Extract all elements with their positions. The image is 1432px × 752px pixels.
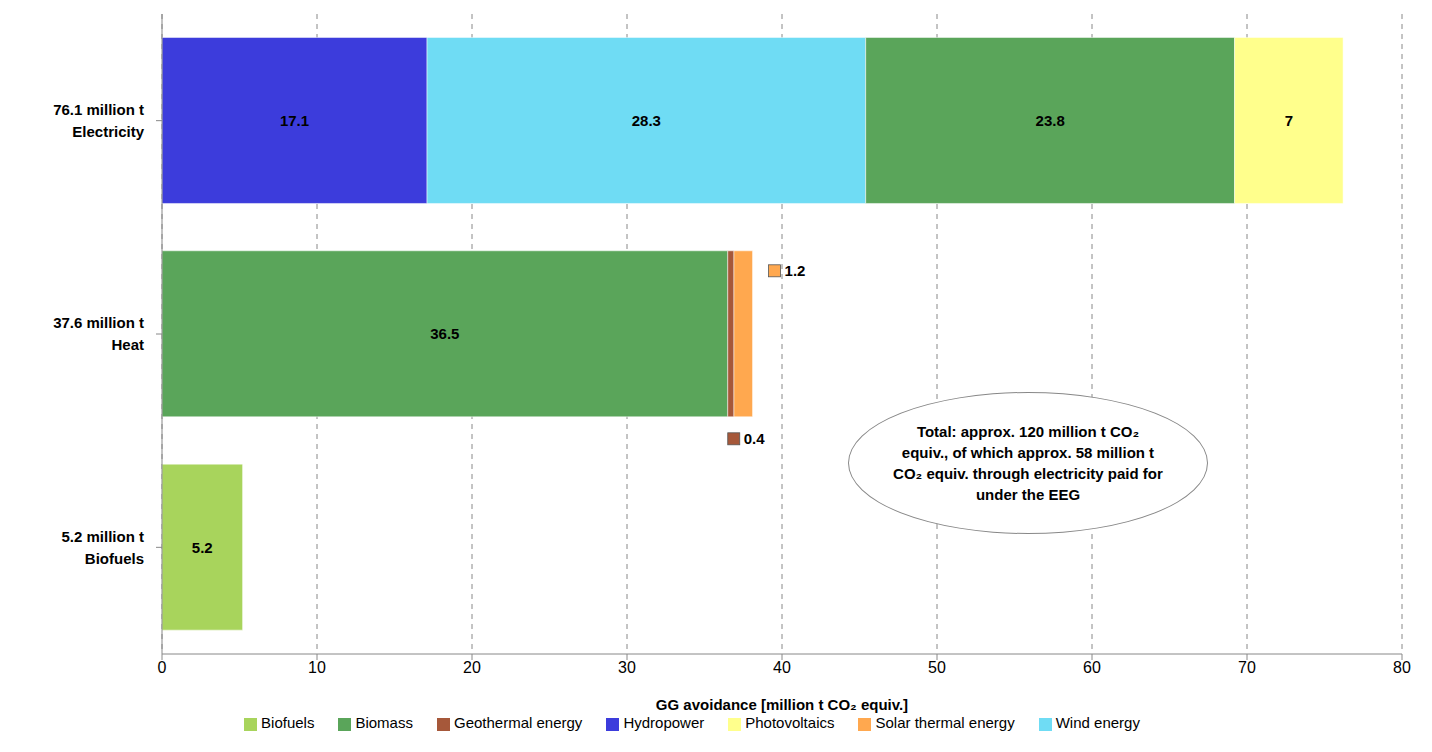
svg-text:28.3: 28.3	[632, 112, 661, 129]
svg-text:30: 30	[618, 659, 636, 676]
svg-text:10: 10	[308, 659, 326, 676]
svg-text:0.4: 0.4	[744, 430, 766, 447]
svg-text:5.2 million tBiofuels: 5.2 million tBiofuels	[61, 528, 144, 567]
svg-text:36.5: 36.5	[430, 325, 459, 342]
svg-text:50: 50	[928, 659, 946, 676]
svg-text:7: 7	[1285, 112, 1293, 129]
html-text:Geothermal energy: Geothermal energy	[454, 714, 583, 731]
html-text:Total: approx. 120 million t C: Total: approx. 120 million t CO₂ equiv.,…	[893, 423, 1163, 503]
svg-text:20: 20	[463, 659, 481, 676]
svg-text:GG avoidance [million t CO₂ eq: GG avoidance [million t CO₂ equiv.]	[656, 696, 908, 713]
html-text:Biomass: Biomass	[355, 714, 413, 731]
svg-text:37.6 million tHeat: 37.6 million tHeat	[53, 314, 144, 353]
svg-text:80: 80	[1393, 659, 1411, 676]
svg-text:70: 70	[1238, 659, 1256, 676]
svg-text:1.2: 1.2	[785, 262, 806, 279]
html-text:Photovoltaics: Photovoltaics	[745, 714, 835, 731]
svg-text:40: 40	[773, 659, 791, 676]
svg-text:17.1: 17.1	[280, 112, 309, 129]
svg-text:60: 60	[1083, 659, 1101, 676]
html-text:Hydropower: Hydropower	[623, 714, 705, 731]
html-text:Solar thermal energy: Solar thermal energy	[875, 714, 1015, 731]
svg-text:5.2: 5.2	[192, 539, 213, 556]
html-text:Wind energy: Wind energy	[1055, 714, 1140, 731]
html-text:Biofuels: Biofuels	[261, 714, 315, 731]
svg-text:0: 0	[158, 659, 167, 676]
svg-text:23.8: 23.8	[1036, 112, 1065, 129]
svg-text:76.1 million tElectricity: 76.1 million tElectricity	[53, 101, 145, 140]
